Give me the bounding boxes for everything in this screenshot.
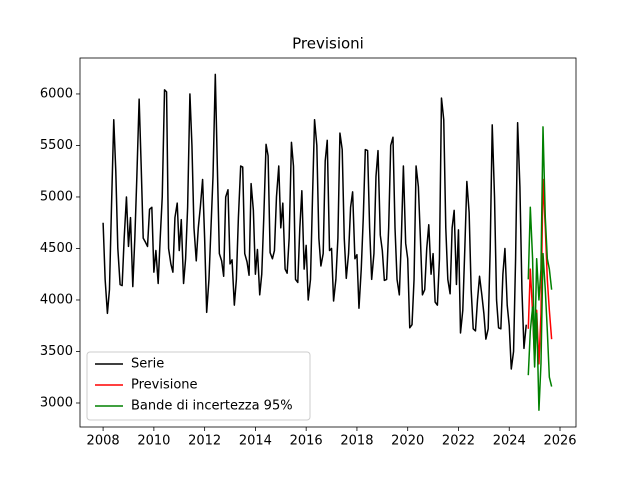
chart-title: Previsioni bbox=[292, 35, 364, 53]
legend-label: Serie bbox=[131, 357, 164, 372]
series-line bbox=[102, 73, 527, 370]
x-tick-label: 2016 bbox=[290, 434, 323, 449]
series-line bbox=[527, 178, 553, 365]
y-tick-label: 3500 bbox=[40, 344, 73, 359]
y-tick-label: 5500 bbox=[40, 138, 73, 153]
y-tick-label: 4000 bbox=[40, 292, 73, 307]
series-line bbox=[527, 126, 553, 358]
x-tick-label: 2008 bbox=[87, 434, 120, 449]
y-tick-label: 6000 bbox=[40, 86, 73, 101]
x-tick-label: 2010 bbox=[137, 434, 170, 449]
x-tick-label: 2026 bbox=[543, 434, 576, 449]
legend-label: Previsione bbox=[131, 378, 198, 393]
x-tick-label: 2012 bbox=[188, 434, 221, 449]
y-tick-label: 4500 bbox=[40, 241, 73, 256]
y-tick-label: 5000 bbox=[40, 189, 73, 204]
plot-frame bbox=[79, 57, 577, 428]
legend-box bbox=[86, 351, 311, 421]
y-tick-label: 3000 bbox=[40, 395, 73, 410]
x-tick-label: 2024 bbox=[493, 434, 526, 449]
x-tick-label: 2022 bbox=[442, 434, 475, 449]
x-tick-label: 2020 bbox=[391, 434, 424, 449]
x-tick-label: 2018 bbox=[340, 434, 373, 449]
legend-label: Bande di incertezza 95% bbox=[131, 399, 293, 414]
series-line bbox=[527, 252, 553, 411]
x-tick-label: 2014 bbox=[239, 434, 272, 449]
